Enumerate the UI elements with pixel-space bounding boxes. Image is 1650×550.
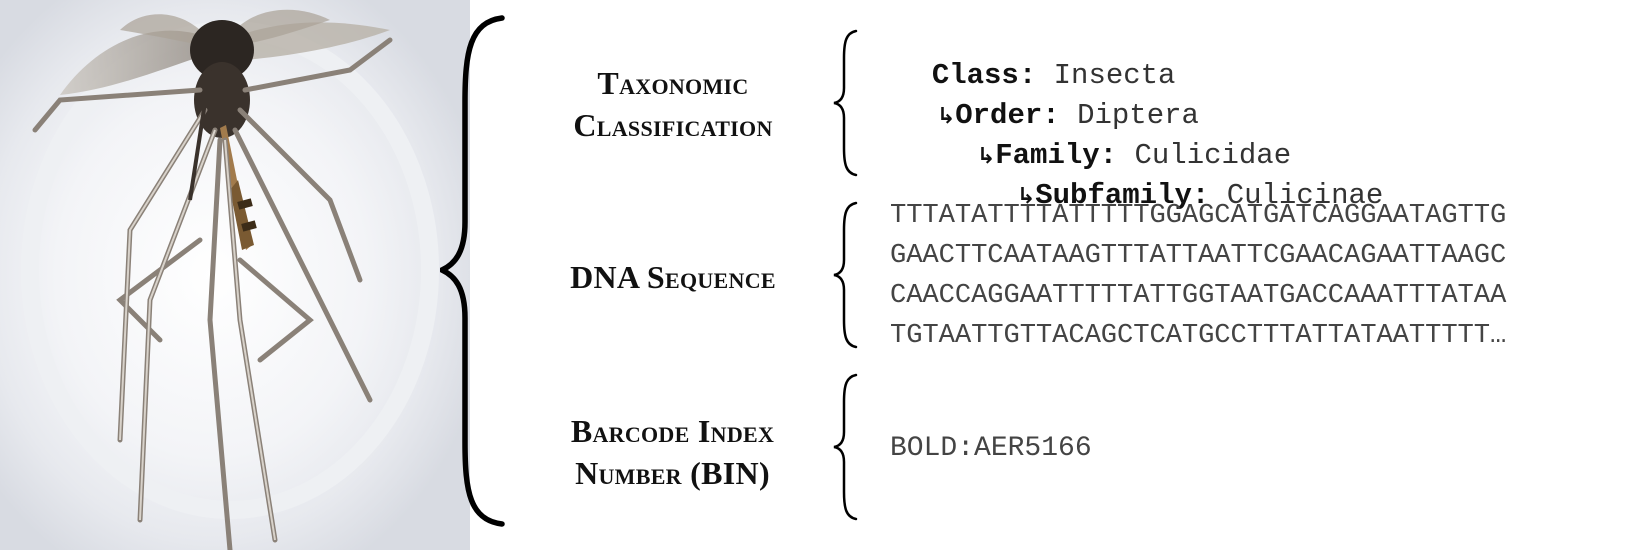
dna-heading: DNA Sequence [538, 256, 808, 298]
main-brace [440, 15, 505, 527]
dna-heading-line-1: DNA Sequence [570, 259, 776, 295]
bin-value: BOLD:AER5166 [890, 433, 1092, 464]
taxonomy-family-value: Culicidae [1134, 139, 1292, 172]
specimen-photo [0, 0, 470, 550]
dna-brace [833, 201, 858, 349]
taxonomy-subfamily-rank: Subfamily [1035, 179, 1192, 212]
taxonomy-class-rank: Class [931, 59, 1019, 92]
taxonomy-subfamily: ↳Subfamily: Culicinae [1016, 179, 1384, 212]
taxonomy-family-rank: Family [995, 139, 1100, 172]
taxonomy-heading-line-2: Classification [573, 107, 773, 144]
corner-arrow-icon: ↳ [1016, 184, 1036, 209]
taxonomy-class-value: Insecta [1053, 59, 1176, 92]
taxonomy-order-value: Diptera [1077, 99, 1199, 132]
taxonomy-order-rank: Order [955, 99, 1043, 132]
bin-heading-line-2: Number (BIN) [575, 455, 770, 492]
taxonomy-brace [833, 29, 858, 177]
dna-sequence-line-1: TTTATATTTTATTTTTGGAGCATGATCAGGAATAGTTG [890, 200, 1507, 231]
taxonomy-family: ↳Family: Culicidae [976, 139, 1292, 172]
corner-arrow-icon: ↳ [976, 144, 996, 169]
taxonomy-order: ↳Order: Diptera [936, 99, 1199, 132]
dna-sequence-line-3: CAACCAGGAATTTTTATTGGTAATGACCAAATTTATAA [890, 280, 1507, 311]
bin-brace [833, 373, 858, 521]
dna-sequence-line-2: GAACTTCAATAAGTTTATTAATTCGAACAGAATTAAGC [890, 240, 1507, 271]
mosquito-specimen-image [0, 0, 470, 550]
bin-heading-line-1: Barcode Index [570, 413, 775, 449]
taxonomy-heading: Taxonomic Classification [538, 62, 808, 146]
corner-arrow-icon: ↳ [936, 104, 956, 129]
bin-heading: Barcode Index Number (BIN) [530, 410, 815, 494]
dna-sequence-line-4: TGTAATTGTTACAGCTCATGCCTTTATTATAATTTTT… [890, 320, 1507, 351]
taxonomy-class: Class: Insecta [931, 59, 1176, 92]
taxonomy-subfamily-value: Culicinae [1226, 179, 1384, 212]
taxonomy-heading-line-1: Taxonomic [597, 65, 749, 101]
